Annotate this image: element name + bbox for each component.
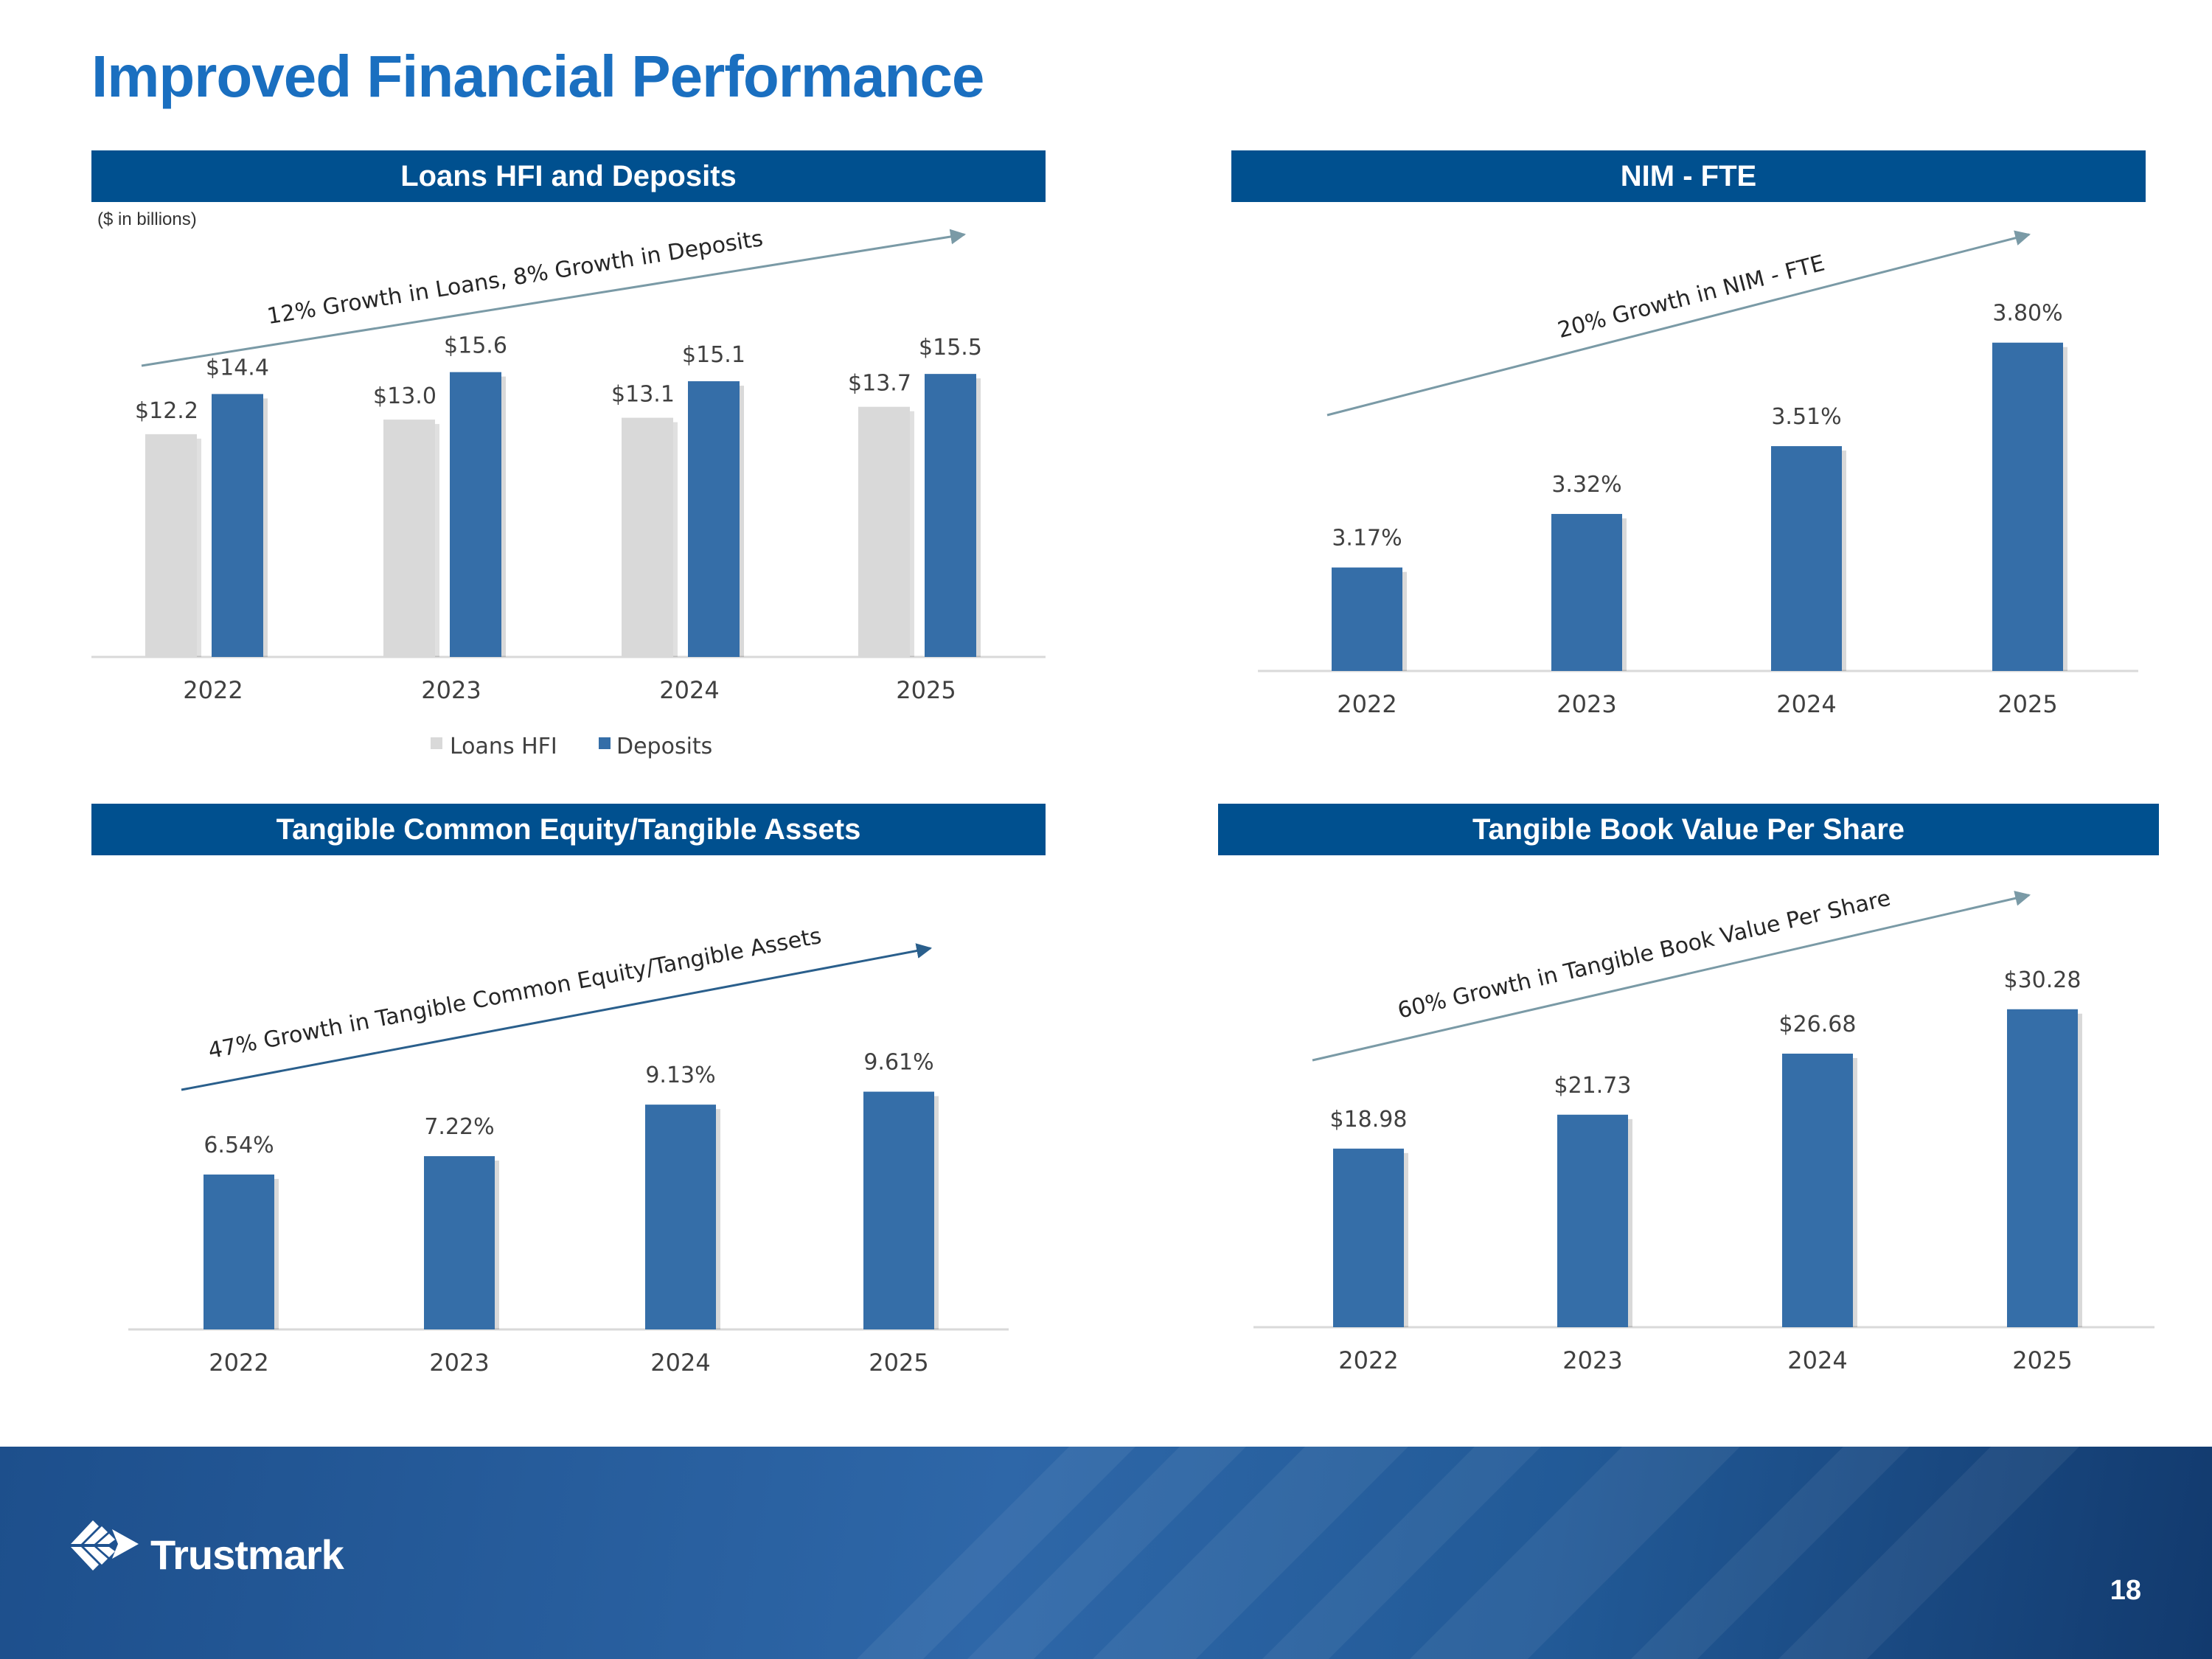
loans-label-2024: $13.1 [611,382,675,408]
data-label-2-2025: 9.61% [863,1050,933,1076]
deposits-bar-2025 [925,374,976,657]
x-tick-0-2023: 2023 [421,676,481,704]
loans-bar-2022 [145,434,197,657]
growth-arrow-2 [181,943,933,1091]
bar-2-2024 [645,1105,716,1329]
bar-3-2022 [1333,1148,1404,1327]
legend-label-deposits: Deposits [616,734,712,759]
growth-arrow-3 [1312,891,2031,1062]
loans-label-2022: $12.2 [135,398,198,424]
x-tick-0-2025: 2025 [896,676,956,704]
x-tick-2-2022: 2022 [209,1349,268,1377]
deposits-bar-2024 [688,381,740,657]
loans-bar-2025 [858,406,910,657]
nim-header: NIM - FTE [1231,150,2146,202]
data-label-3-2023: $21.73 [1554,1073,1632,1099]
legend-swatch-loans [431,737,442,749]
data-label-1-2022: 3.17% [1332,526,1402,552]
x-tick-2-2023: 2023 [429,1349,489,1377]
deposits-label-2023: $15.6 [444,333,507,359]
deposits-label-2022: $14.4 [206,355,269,380]
bar-2-2023 [424,1156,495,1329]
data-label-3-2024: $26.68 [1779,1012,1857,1037]
deposits-bar-2022 [212,394,263,657]
bar-3-2024 [1782,1053,1853,1327]
bar-2-2022 [204,1174,274,1329]
data-label-2-2024: 9.13% [645,1062,715,1088]
bar-1-2024 [1771,446,1842,671]
bar-1-2023 [1551,514,1622,671]
x-tick-1-2023: 2023 [1557,690,1616,718]
x-tick-3-2025: 2025 [2012,1346,2072,1374]
footer-banner: Trustmark 18 [0,1447,2212,1659]
legend-label-loans: Loans HFI [450,734,557,759]
loans-label-2025: $13.7 [848,371,911,397]
data-label-1-2024: 3.51% [1771,404,1841,430]
x-tick-0-2024: 2024 [659,676,719,704]
loans-label-2023: $13.0 [373,383,437,409]
page-title: Improved Financial Performance [91,44,984,109]
x-tick-2-2024: 2024 [650,1349,710,1377]
bar-1-2025 [1992,342,2063,671]
trustmark-logo-icon [71,1520,139,1571]
data-label-1-2025: 3.80% [1992,301,2062,327]
tce-header: Tangible Common Equity/Tangible Assets [91,804,1046,855]
data-label-1-2023: 3.32% [1551,472,1621,498]
bar-1-2022 [1332,567,1402,671]
loans-deposits-header: Loans HFI and Deposits [91,150,1046,202]
data-label-3-2025: $30.28 [2004,967,2081,993]
x-tick-3-2024: 2024 [1787,1346,1847,1374]
x-tick-2-2025: 2025 [869,1349,928,1377]
x-tick-3-2023: 2023 [1562,1346,1622,1374]
x-tick-1-2022: 2022 [1337,690,1397,718]
bar-3-2023 [1557,1114,1628,1327]
deposits-label-2024: $15.1 [682,342,745,368]
loans-bar-2024 [622,417,673,657]
deposits-bar-2023 [450,372,501,657]
x-tick-1-2025: 2025 [1997,690,2057,718]
growth-arrow-0 [141,229,967,367]
growth-annotation-2: 47% Growth in Tangible Common Equity/Tan… [206,923,824,1064]
charts-canvas: $12.2 $14.4 2022 $13.0 $15.6 2023 $13.1 $15.1 20… [91,226,2154,1377]
growth-arrow-1 [1326,230,2031,417]
bar-3-2025 [2007,1009,2078,1327]
x-tick-1-2024: 2024 [1776,690,1836,718]
growth-annotation-3: 60% Growth in Tangible Book Value Per Sh… [1395,886,1893,1024]
legend-swatch-deposits [599,737,611,749]
deposits-label-2025: $15.5 [919,335,982,361]
x-tick-3-2022: 2022 [1338,1346,1398,1374]
loans-bar-2023 [383,420,435,657]
tbv-header: Tangible Book Value Per Share [1218,804,2159,855]
page-number: 18 [2110,1575,2141,1606]
x-tick-0-2022: 2022 [183,676,243,704]
bar-2-2025 [863,1091,934,1329]
data-label-2-2022: 6.54% [204,1133,274,1158]
brand-name: Trustmark [150,1531,344,1578]
data-label-2-2023: 7.22% [424,1114,494,1140]
data-label-3-2022: $18.98 [1330,1107,1408,1133]
unit-note: ($ in billions) [97,209,197,229]
